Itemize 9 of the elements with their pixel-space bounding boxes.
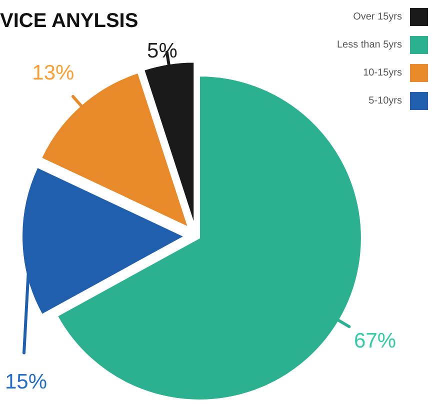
- legend-label: Over 15yrs: [353, 12, 402, 23]
- chart-title: VICE ANYLSIS: [0, 10, 138, 32]
- data-label: 13%: [32, 62, 74, 85]
- data-label: 67%: [354, 329, 396, 352]
- legend-label: 10-15yrs: [363, 68, 402, 79]
- data-label: 15%: [4, 370, 48, 394]
- data-label: 5%: [147, 40, 178, 63]
- legend-label: 5-10yrs: [368, 96, 402, 107]
- legend-label: Less than 5yrs: [336, 40, 402, 51]
